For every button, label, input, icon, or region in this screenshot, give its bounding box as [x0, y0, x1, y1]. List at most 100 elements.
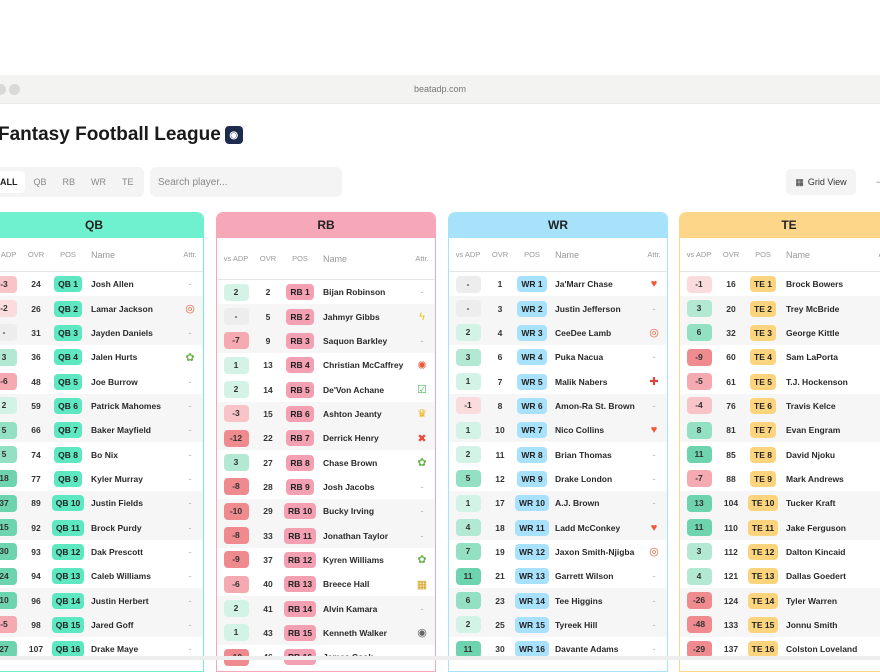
header-name[interactable]: Name: [323, 253, 348, 264]
table-row[interactable]: -6 40 RB 13 Breece Hall ▦: [217, 572, 435, 596]
player-name[interactable]: Tyreek Hill: [555, 619, 598, 630]
player-name[interactable]: Dalton Kincaid: [786, 546, 846, 557]
header-pos[interactable]: POS: [292, 254, 308, 263]
table-row[interactable]: -10 29 RB 10 Bucky Irving -: [217, 499, 435, 524]
player-name[interactable]: Jayden Daniels: [91, 327, 153, 338]
player-name[interactable]: Garrett Wilson: [555, 571, 614, 582]
player-name[interactable]: Brock Bowers: [786, 279, 844, 290]
table-row[interactable]: 4 18 WR 11 Ladd McConkey ♥: [449, 515, 667, 540]
table-row[interactable]: -3 24 QB 1 Josh Allen -: [0, 272, 203, 296]
table-row[interactable]: -9 60 TE 4 Sam LaPorta: [680, 345, 880, 369]
filter-all[interactable]: ALL: [0, 171, 25, 193]
player-name[interactable]: Jake Ferguson: [786, 522, 846, 533]
table-row[interactable]: - 5 RB 2 Jahmyr Gibbs ϟ: [217, 304, 435, 329]
table-row[interactable]: 6 23 WR 14 Tee Higgins -: [449, 588, 667, 613]
window-control[interactable]: [9, 84, 20, 95]
table-row[interactable]: 10 96 QB 14 Justin Herbert -: [0, 588, 203, 613]
player-name[interactable]: Tee Higgins: [555, 595, 603, 606]
header-adp[interactable]: vs ADP: [223, 254, 249, 263]
player-name[interactable]: Joe Burrow: [91, 376, 138, 387]
header-ovr[interactable]: OVR: [722, 250, 740, 259]
header-attr[interactable]: Attr.: [183, 250, 197, 259]
table-row[interactable]: 5 74 QB 8 Bo Nix -: [0, 442, 203, 466]
player-name[interactable]: Jaxon Smith-Njigba: [555, 546, 635, 557]
table-row[interactable]: 11 21 WR 13 Garrett Wilson -: [449, 564, 667, 588]
player-name[interactable]: Amon-Ra St. Brown: [555, 400, 635, 411]
player-name[interactable]: Bo Nix: [91, 449, 118, 460]
table-row[interactable]: 3 27 RB 8 Chase Brown ✿: [217, 450, 435, 474]
player-name[interactable]: Tyler Warren: [786, 595, 838, 606]
header-pos[interactable]: POS: [524, 250, 540, 259]
filter-te[interactable]: TE: [122, 177, 134, 187]
player-name[interactable]: Derrick Henry: [323, 433, 379, 444]
player-name[interactable]: Mark Andrews: [786, 473, 844, 484]
player-name[interactable]: Breece Hall: [323, 579, 370, 590]
player-name[interactable]: De'Von Achane: [323, 384, 385, 395]
player-name[interactable]: Drake Maye: [91, 644, 139, 655]
player-name[interactable]: Kyler Murray: [91, 473, 143, 484]
table-row[interactable]: - 3 WR 2 Justin Jefferson -: [449, 296, 667, 321]
player-name[interactable]: Alvin Kamara: [323, 603, 378, 614]
table-row[interactable]: - 1 WR 1 Ja'Marr Chase ♥: [449, 272, 667, 296]
table-row[interactable]: 15 92 QB 11 Brock Purdy -: [0, 515, 203, 540]
filter-qb[interactable]: QB: [33, 177, 47, 187]
player-name[interactable]: Chase Brown: [323, 457, 378, 468]
table-row[interactable]: -29 137 TE 16 Colston Loveland: [680, 637, 880, 661]
header-adp[interactable]: vs ADP: [686, 250, 712, 259]
player-name[interactable]: Ja'Marr Chase: [555, 279, 613, 290]
player-name[interactable]: Sam LaPorta: [786, 352, 838, 363]
player-name[interactable]: Justin Herbert: [91, 595, 149, 606]
player-name[interactable]: Lamar Jackson: [91, 303, 153, 314]
header-name[interactable]: Name: [555, 249, 580, 260]
player-name[interactable]: Josh Jacobs: [323, 481, 375, 492]
table-row[interactable]: 27 107 QB 16 Drake Maye -: [0, 637, 203, 661]
table-row[interactable]: -6 48 QB 5 Joe Burrow -: [0, 369, 203, 393]
table-row[interactable]: -1 16 TE 1 Brock Bowers: [680, 272, 880, 296]
player-name[interactable]: A.J. Brown: [555, 498, 600, 509]
player-name[interactable]: Josh Allen: [91, 279, 134, 290]
player-name[interactable]: Brock Purdy: [91, 522, 142, 533]
more-button[interactable]: →: [874, 173, 880, 187]
player-name[interactable]: Dak Prescott: [91, 546, 143, 557]
player-name[interactable]: Ladd McConkey: [555, 522, 621, 533]
table-row[interactable]: 2 11 WR 8 Brian Thomas -: [449, 442, 667, 466]
player-name[interactable]: Bijan Robinson: [323, 287, 386, 298]
table-row[interactable]: -48 133 TE 15 Jonnu Smith: [680, 612, 880, 638]
player-name[interactable]: Travis Kelce: [786, 400, 836, 411]
table-row[interactable]: -26 124 TE 14 Tyler Warren: [680, 588, 880, 613]
table-row[interactable]: -9 37 RB 12 Kyren Williams ✿: [217, 548, 435, 572]
table-row[interactable]: -4 76 TE 6 Travis Kelce: [680, 393, 880, 419]
header-ovr[interactable]: OVR: [27, 250, 45, 259]
player-name[interactable]: Bucky Irving: [323, 506, 375, 517]
grid-view-button[interactable]: ▦ Grid View: [786, 169, 856, 195]
header-attr[interactable]: Attr.: [647, 250, 661, 259]
table-row[interactable]: -8 33 RB 11 Jonathan Taylor -: [217, 523, 435, 548]
table-row[interactable]: -5 98 QB 15 Jared Goff -: [0, 612, 203, 638]
table-row[interactable]: 3 20 TE 2 Trey McBride: [680, 296, 880, 321]
player-name[interactable]: Evan Engram: [786, 425, 841, 436]
player-name[interactable]: Jalen Hurts: [91, 352, 138, 363]
player-name[interactable]: Caleb Williams: [91, 571, 151, 582]
header-name[interactable]: Name: [786, 249, 811, 260]
player-name[interactable]: Justin Jefferson: [555, 303, 621, 314]
player-name[interactable]: Dallas Goedert: [786, 571, 846, 582]
table-row[interactable]: 13 104 TE 10 Tucker Kraft: [680, 491, 880, 516]
filter-rb[interactable]: RB: [62, 177, 76, 187]
player-name[interactable]: Trey McBride: [786, 303, 840, 314]
table-row[interactable]: 11 85 TE 8 David Njoku: [680, 442, 880, 466]
player-name[interactable]: Baker Mayfield: [91, 425, 151, 436]
search-input[interactable]: [150, 167, 342, 197]
table-row[interactable]: 2 4 WR 3 CeeDee Lamb ◎: [449, 320, 667, 346]
table-row[interactable]: 4 121 TE 13 Dallas Goedert: [680, 564, 880, 588]
table-row[interactable]: -12 22 RB 7 Derrick Henry ✖: [217, 426, 435, 451]
header-pos[interactable]: POS: [755, 250, 771, 259]
table-row[interactable]: 24 94 QB 13 Caleb Williams -: [0, 564, 203, 588]
header-name[interactable]: Name: [91, 249, 116, 260]
player-name[interactable]: Tucker Kraft: [786, 498, 836, 509]
table-row[interactable]: 18 77 QB 9 Kyler Murray -: [0, 467, 203, 491]
table-row[interactable]: 2 59 QB 6 Patrick Mahomes -: [0, 393, 203, 419]
player-name[interactable]: Jared Goff: [91, 619, 134, 630]
player-name[interactable]: Ashton Jeanty: [323, 408, 382, 419]
table-row[interactable]: -7 9 RB 3 Saquon Barkley -: [217, 328, 435, 354]
table-row[interactable]: 2 41 RB 14 Alvin Kamara -: [217, 596, 435, 621]
